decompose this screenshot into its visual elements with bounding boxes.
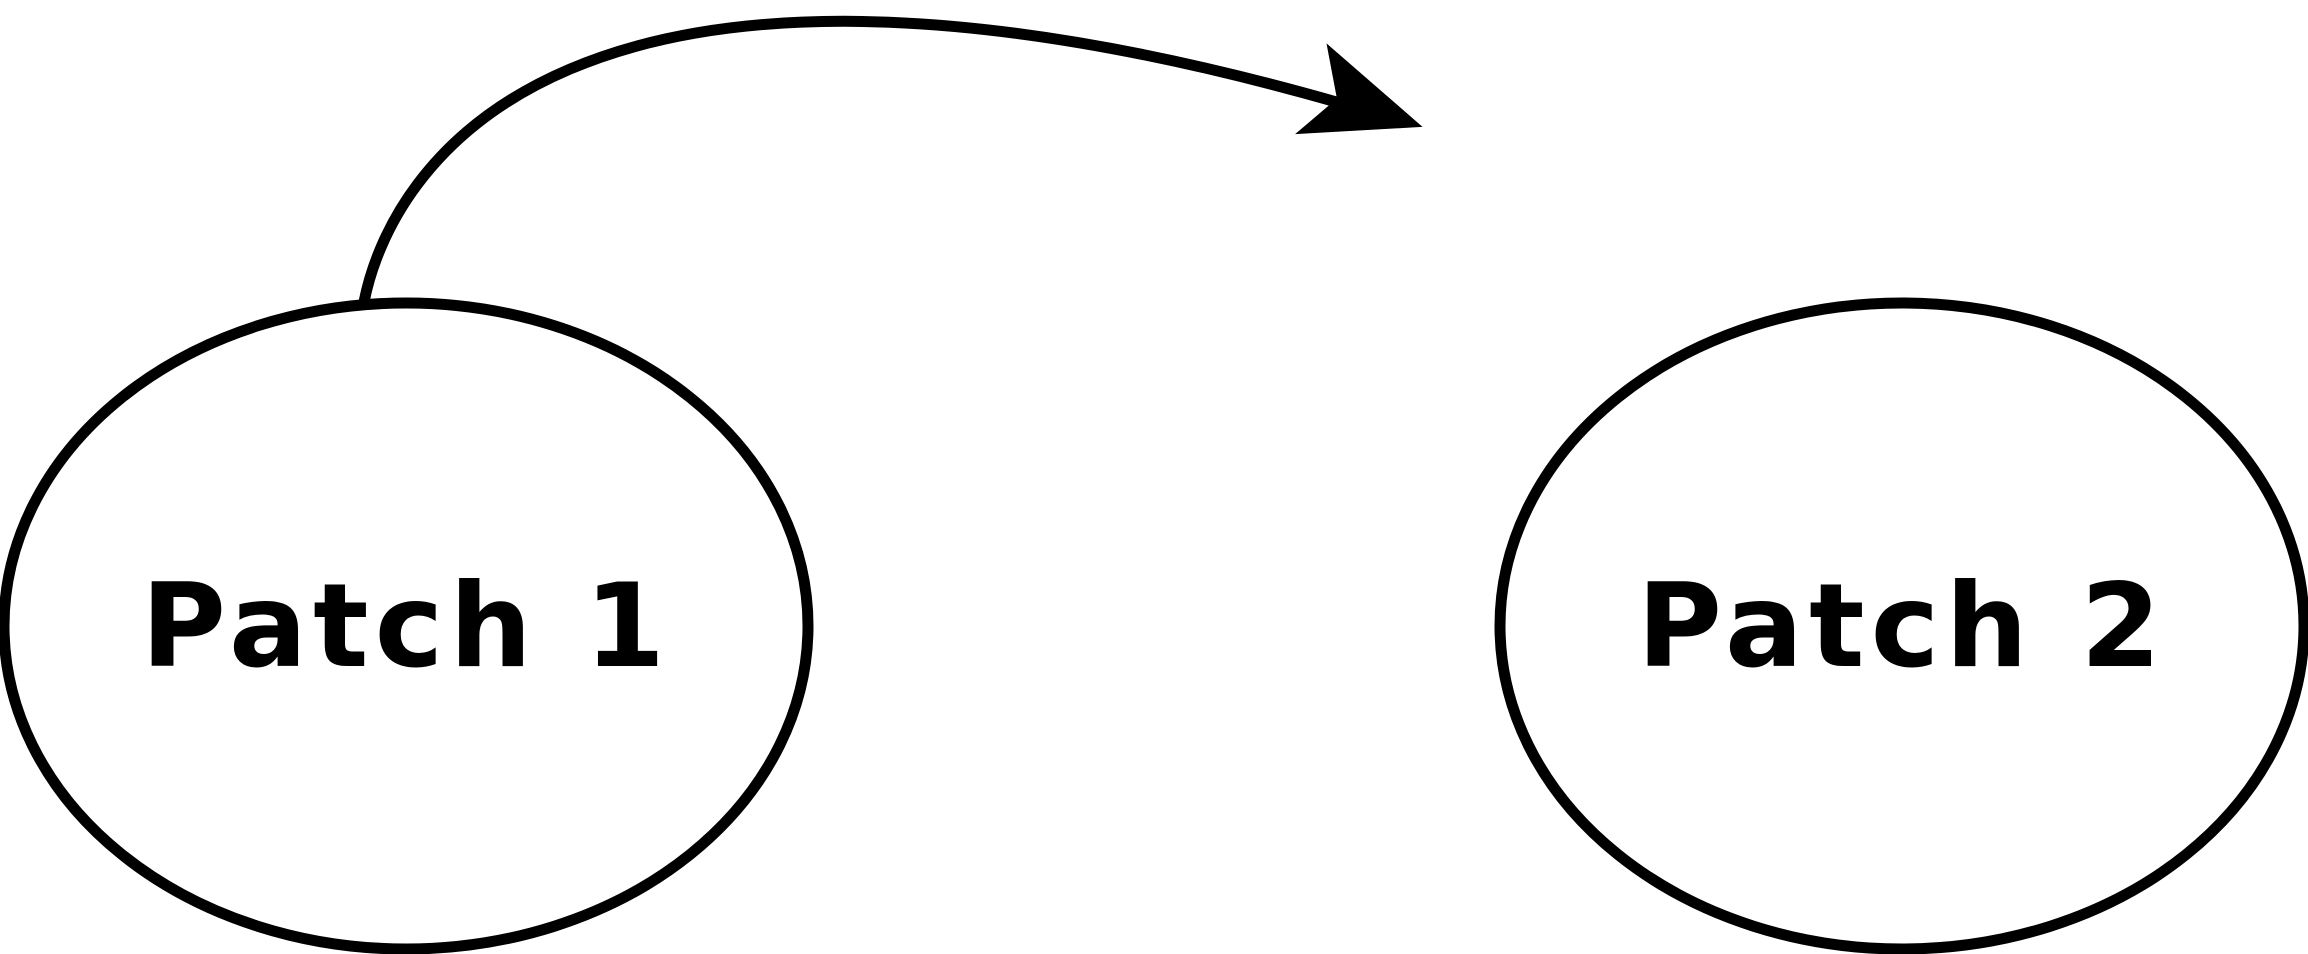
patch-1-label: Patch 1	[141, 559, 671, 694]
patch-2-node: Patch 2	[1494, 297, 2308, 954]
patch-2-label: Patch 2	[1637, 559, 2167, 694]
arrow-curve	[358, 15, 1346, 308]
arrowhead-icon	[1295, 43, 1423, 135]
patch-1-node: Patch 1	[0, 297, 814, 954]
migration-arrow	[358, 15, 1423, 308]
patch-1-ellipse	[0, 297, 814, 954]
patch-2-ellipse	[1494, 297, 2308, 954]
